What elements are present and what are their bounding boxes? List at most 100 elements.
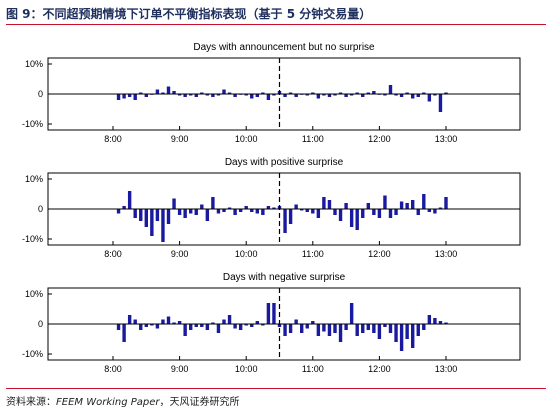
bar [388,324,393,333]
bar [316,209,321,218]
bar [127,191,132,209]
bar [444,322,448,324]
bar [255,321,259,324]
y-tick-label: 0 [38,319,43,329]
bar [305,94,309,96]
bar [438,94,443,112]
bar [327,94,332,97]
bar [194,94,198,97]
bar [255,94,259,97]
bar [422,324,426,330]
bar [227,92,232,94]
source-note: 资料来源：FEEM Working Paper，天风证券研究所 [6,393,240,408]
x-tick-label: 12:00 [368,134,391,144]
bar [338,92,343,94]
x-tick-label: 8:00 [104,364,122,374]
bar [327,200,332,209]
bar [272,303,276,324]
x-tick-label: 9:00 [171,134,189,144]
bar [177,94,182,96]
bar [205,94,210,96]
bar [127,94,132,97]
bar [405,92,409,94]
bar [399,94,404,97]
bar [172,198,176,209]
bar [394,324,398,342]
x-tick-label: 8:00 [104,249,122,259]
bar [144,324,148,327]
bar [377,324,382,339]
x-tick-label: 12:00 [368,249,391,259]
source-rest: ，天风证券研究所 [159,397,240,408]
bar [427,209,432,212]
bar [150,209,154,236]
bar [133,209,137,218]
bar [444,197,448,209]
bar [283,209,287,233]
bar [200,324,204,327]
bar [394,94,398,96]
bar [244,94,248,96]
bar [166,86,171,94]
y-tick-label: -10% [22,234,43,244]
bar [261,92,265,94]
title-rule [6,24,546,25]
bar [294,204,298,209]
bar [150,324,154,326]
bar [283,94,287,97]
chart-panel-3: Days with negative surprise 10% 0 -10% 8:00 9… [22,272,521,374]
panel-title: Days with positive surprise [225,157,344,168]
bar [166,316,171,324]
bar [416,324,420,336]
bar [399,324,404,351]
bar [372,91,376,94]
bar [372,324,376,333]
bar [255,209,259,214]
bar [155,89,160,94]
bar [327,324,332,336]
bar [205,209,210,221]
bar [344,203,348,209]
y-tick-label: 0 [38,204,43,214]
bar [344,94,348,97]
bar [388,209,393,218]
bar [116,209,121,214]
bar [233,209,237,215]
x-tick-label: 9:00 [171,249,189,259]
bar [261,209,265,215]
bar [189,94,193,96]
bar [177,209,182,215]
y-tick-label: 10% [25,59,43,69]
bar [344,324,348,330]
bar [122,94,126,99]
bar [133,319,137,324]
bar [383,94,387,96]
x-tick-label: 13:00 [435,249,458,259]
bar [161,209,165,242]
y-tick-label: -10% [22,349,43,359]
bar [116,94,121,100]
bar [227,207,232,209]
x-tick-label: 8:00 [104,134,122,144]
bar [272,207,276,209]
bar [411,324,415,348]
bar [388,85,393,94]
x-tick-label: 10:00 [235,249,258,259]
bar [361,94,365,97]
bar [300,324,304,333]
bar [288,209,293,224]
bar [366,324,370,330]
bar [222,209,226,212]
x-tick-label: 10:00 [235,134,258,144]
bar [422,194,426,209]
bar [189,209,193,214]
bar [405,203,409,209]
bar [194,209,198,215]
x-tick-label: 11:00 [302,249,324,259]
bar [244,206,248,209]
bar [139,209,143,221]
bar [183,324,187,336]
bar [416,94,420,97]
bar [383,195,387,209]
bar [266,303,271,324]
